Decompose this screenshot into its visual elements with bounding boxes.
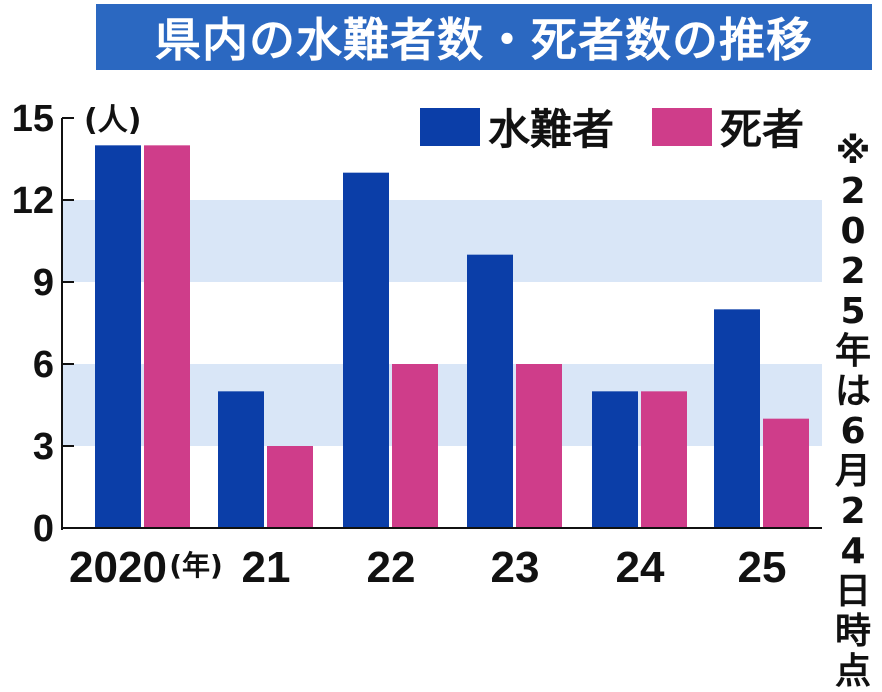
y-tick-label: 15	[12, 98, 54, 140]
legend-label-suinan: 水難者	[488, 105, 615, 154]
bar-suinan	[95, 145, 141, 529]
y-tick-label: 12	[12, 180, 54, 222]
note-char: 2	[840, 171, 866, 212]
legend-swatch-shisha	[652, 107, 712, 146]
y-tick-label: 9	[33, 262, 54, 304]
bar-shisha	[516, 364, 562, 528]
x-tick-label: 23	[491, 543, 540, 592]
bar-suinan	[218, 391, 264, 528]
note-char: 年	[834, 331, 871, 372]
bar-chart: 0 3 6 9 12 15 (人) 2020 21 22 23 24 25 (年)	[12, 98, 822, 592]
bar-suinan	[467, 254, 513, 528]
x-tick-label: 25	[738, 543, 787, 592]
note-char: 4	[840, 531, 866, 572]
note-char: 点	[834, 651, 871, 692]
bar-suinan	[714, 309, 760, 528]
x-tick-label: 22	[367, 543, 416, 592]
note-char: ※	[835, 131, 871, 172]
x-year-suffix: (年)	[169, 549, 223, 582]
bar-shisha	[641, 391, 687, 528]
legend-label-shisha: 死者	[720, 105, 805, 154]
bar-suinan	[592, 391, 638, 528]
note-char: 2	[840, 251, 866, 292]
note-char: 0	[840, 211, 866, 252]
y-tick-label: 0	[33, 508, 54, 550]
chart-title-bar: 県内の水難者数・死者数の推移	[96, 4, 872, 70]
bar-shisha	[763, 418, 809, 528]
bar-shisha	[144, 145, 190, 529]
x-tick-label: 2020	[69, 543, 167, 592]
x-tick-label: 24	[616, 543, 665, 592]
date-note: ※ 2 0 2 5 年は 6 月 2 4 日時点	[828, 132, 878, 692]
legend-item-shisha: 死者	[652, 96, 804, 157]
note-char: 日	[834, 571, 871, 612]
bar-shisha	[267, 446, 313, 528]
note-char: 時	[834, 611, 871, 652]
legend-swatch-suinan	[420, 107, 480, 146]
x-tick-label: 21	[242, 543, 291, 592]
note-char: 月	[834, 451, 871, 492]
y-tick-label: 6	[33, 344, 54, 386]
note-char: は	[834, 371, 871, 412]
note-char: 2	[840, 491, 866, 532]
note-char: 5	[840, 291, 866, 332]
y-unit-label: (人)	[84, 103, 141, 138]
chart-title: 県内の水難者数・死者数の推移	[155, 13, 813, 67]
note-char: 6	[840, 411, 866, 452]
bar-shisha	[392, 364, 438, 528]
bar-suinan	[343, 172, 389, 528]
legend-item-suinan: 水難者	[420, 96, 614, 157]
y-tick-label: 3	[33, 426, 54, 468]
